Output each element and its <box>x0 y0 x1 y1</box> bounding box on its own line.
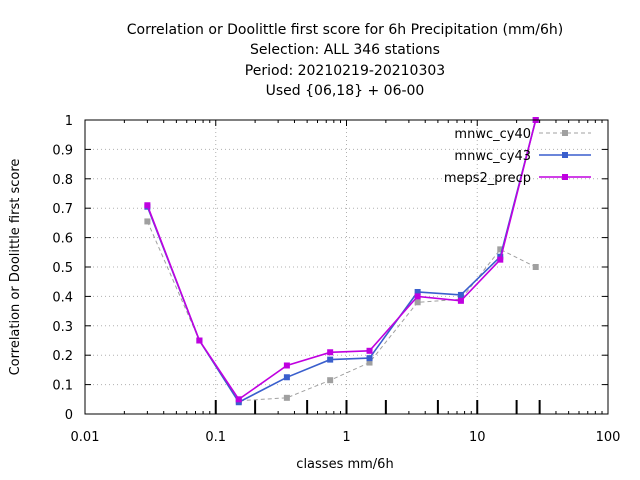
series-line <box>146 119 537 401</box>
data-point <box>457 291 464 298</box>
legend-swatch-marker <box>562 174 568 180</box>
series-mnwc_cy40 <box>144 218 539 404</box>
legend-label: mnwc_cy43 <box>454 149 531 164</box>
data-point <box>497 246 504 253</box>
legend-item: meps2_precp <box>444 171 591 186</box>
y-tick-label: 0.5 <box>52 261 73 276</box>
title-line-4: Used {06,18} + 06-00 <box>266 83 425 99</box>
legend-label: mnwc_cy40 <box>454 127 531 142</box>
y-tick-label: 0.3 <box>52 320 73 335</box>
x-tick-label: 0.01 <box>71 430 100 445</box>
y-tick-label: 0 <box>65 408 73 423</box>
x-tick-label: 0.1 <box>205 430 226 445</box>
y-tick-label: 0.2 <box>52 349 73 364</box>
data-point <box>327 356 334 363</box>
y-tick-label: 0.4 <box>52 290 73 305</box>
y-tick-label: 0.1 <box>52 379 73 394</box>
data-point <box>327 377 334 384</box>
data-point <box>144 218 151 225</box>
class-marks <box>214 400 541 414</box>
y-tick-label: 0.6 <box>52 232 73 247</box>
data-point <box>457 297 464 304</box>
series-line <box>146 119 537 404</box>
x-tick-label: 10 <box>469 430 486 445</box>
legend-item: mnwc_cy43 <box>454 149 591 164</box>
data-point <box>366 355 373 362</box>
data-point <box>414 293 421 300</box>
data-point <box>414 299 421 306</box>
x-axis-label: classes mm/6h <box>296 457 393 472</box>
data-point <box>327 349 334 356</box>
y-tick-label: 1 <box>65 114 73 129</box>
data-point <box>144 202 151 209</box>
series-line <box>146 221 536 402</box>
data-point <box>283 374 290 381</box>
data-point <box>235 396 242 403</box>
x-tick-label: 1 <box>342 430 350 445</box>
title-line-1: Correlation or Doolittle first score for… <box>127 22 564 38</box>
legend-item: mnwc_cy40 <box>454 127 591 142</box>
data-point <box>196 337 203 344</box>
y-tick-label: 0.8 <box>52 173 73 188</box>
title-line-2: Selection: ALL 346 stations <box>250 42 440 58</box>
data-point <box>366 347 373 354</box>
legend-swatch-marker <box>562 130 568 136</box>
y-tick-label: 0.7 <box>52 202 73 217</box>
legend-label: meps2_precp <box>444 171 531 186</box>
series-layer <box>144 117 539 406</box>
data-point <box>366 359 373 366</box>
legend-swatch-marker <box>562 152 568 158</box>
y-tick-label: 0.9 <box>52 143 73 158</box>
y-axis-label: Correlation or Doolittle first score <box>8 159 23 376</box>
data-point <box>532 264 539 270</box>
legend: mnwc_cy40 mnwc_cy43 meps2_precp <box>444 127 591 186</box>
x-tick-label: 100 <box>596 430 621 445</box>
data-point <box>414 288 421 295</box>
data-point <box>497 256 504 263</box>
data-point <box>283 362 290 369</box>
chart-title: Correlation or Doolittle first score for… <box>127 22 564 99</box>
data-point <box>283 394 290 401</box>
title-line-3: Period: 20210219-20210303 <box>245 63 445 79</box>
grid <box>85 120 608 414</box>
axis-ticks: 0 0.1 0.2 0.3 0.4 0.5 0.6 0.7 0.8 0.9 1 0.01 0.1 1 10 1… <box>52 114 620 445</box>
